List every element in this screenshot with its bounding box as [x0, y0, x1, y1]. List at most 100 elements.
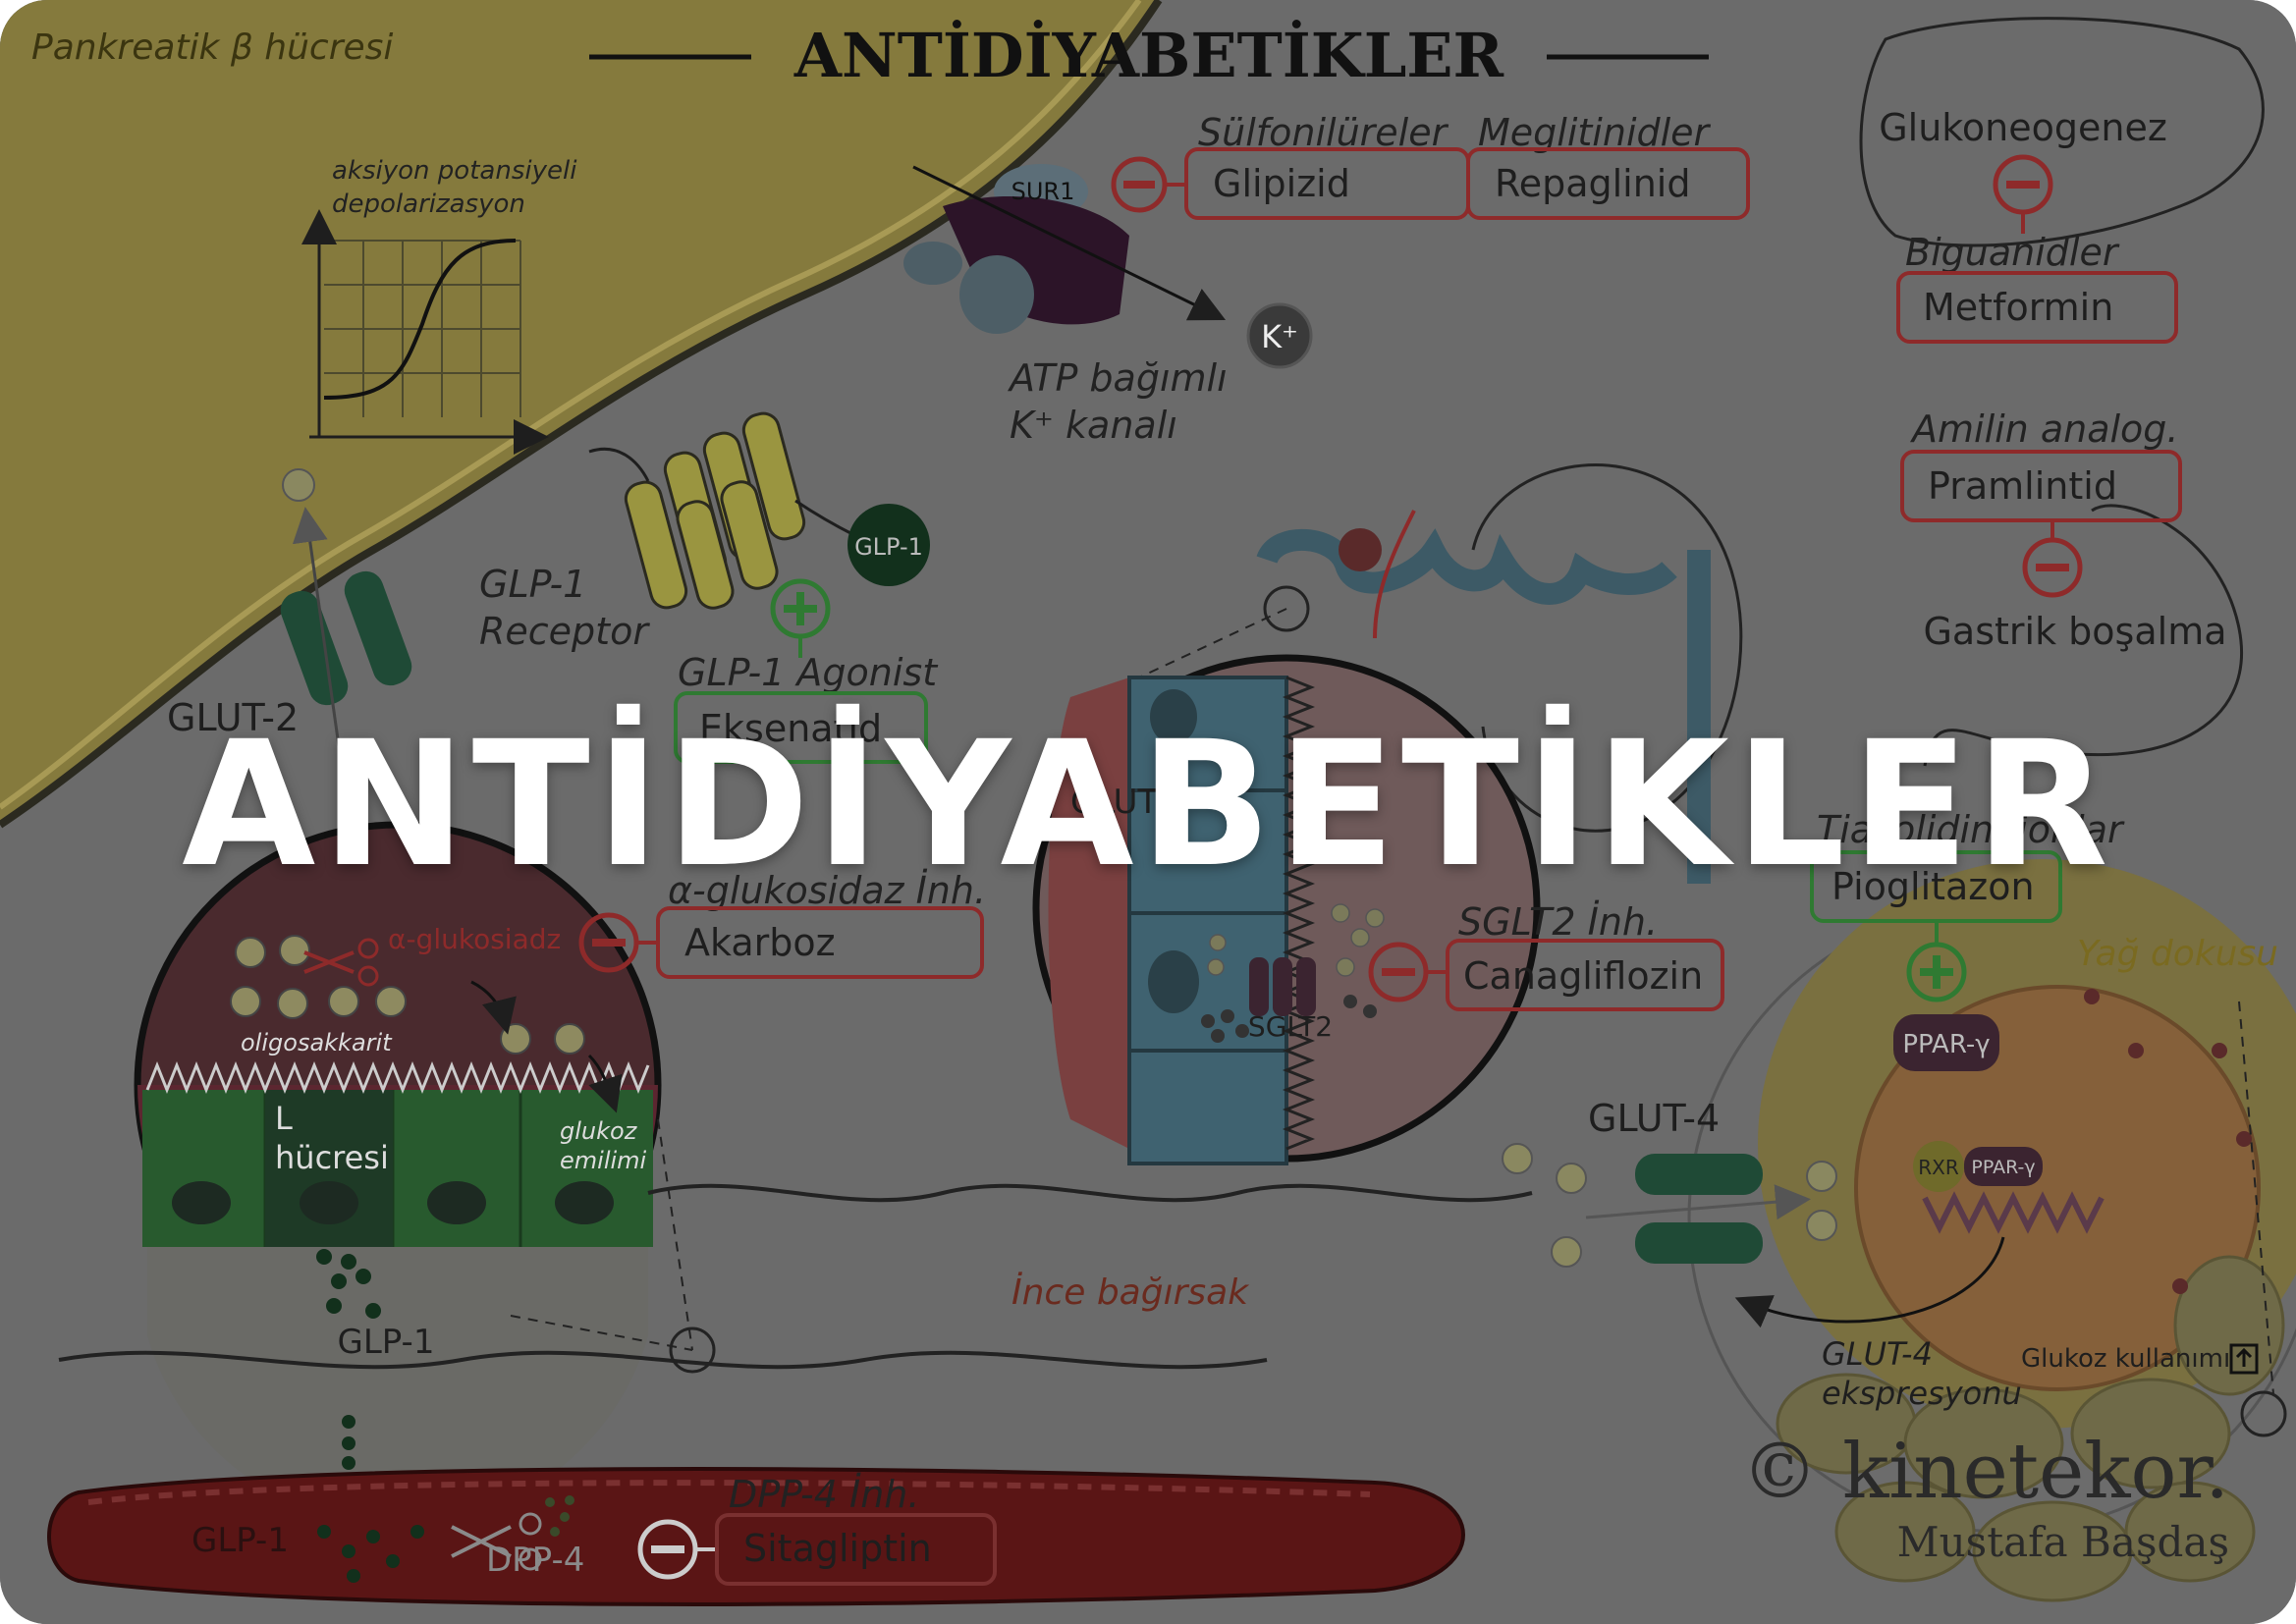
ppar-receptor [1893, 1014, 1999, 1071]
graph-ylabel-2: depolarizasyon [332, 189, 525, 219]
stomach-label: Gastrik boşalma [1923, 610, 2226, 653]
channel-subunit [959, 255, 1034, 334]
katp-label-2: K⁺ kanalı [1010, 404, 1177, 447]
sglt2-label: SGLT2 [1248, 1010, 1333, 1043]
enterocyte-layer [142, 1090, 653, 1247]
ppar-small [1964, 1147, 2043, 1186]
alpha-glucosidase-class: α-glukosidaz İnh. [668, 869, 986, 912]
glp1-receptor: GLP-1 GLP-1 Receptor [479, 411, 930, 653]
graph-grid [324, 240, 521, 417]
glp1-release-label: GLP-1 [338, 1323, 435, 1362]
glut4-subunit-bottom [1635, 1222, 1763, 1264]
l-cell-label-1: L [275, 1100, 293, 1137]
inhibit-icon [2022, 537, 2083, 598]
adipose-label: Yağ dokusu [2077, 934, 2278, 974]
pancreatic-cell-label: Pankreatik β hücresi [31, 27, 393, 68]
stomach-group: Amilin analog. Pramlintid Gastrik boşalm… [1900, 407, 2243, 767]
glomerulus [1339, 528, 1382, 571]
pioglitazon-label: Pioglitazon [1831, 865, 2035, 908]
tzd-group: Tiazolidindionlar Pioglitazon PPAR-γ RXR… [1734, 808, 2259, 1412]
dpp4-class: DPP-4 İnh. [729, 1473, 919, 1516]
sglt2-protein [1249, 957, 1316, 1016]
dna-strand [1922, 1191, 2105, 1234]
rxr [1913, 1141, 1964, 1192]
sulfonylurea-group: Sülfonilüreler Glipizid Meglitinidler Re… [1111, 111, 1750, 220]
katp-channel: SUR1 K⁺ ATP bağımlı K⁺ kanalı [903, 164, 1313, 447]
blood-vessel: GLP-1 DPP-4 DPP-4 İnh. Sitagliptin [47, 1415, 1465, 1606]
rxr-label: RXR [1918, 1156, 1959, 1179]
cell-nuclei [172, 1181, 614, 1224]
glp1-ligand-label: GLP-1 [854, 533, 923, 561]
graph-curve [323, 239, 517, 400]
sglt2-class: SGLT2 İnh. [1458, 900, 1658, 944]
repaglinid-label: Repaglinid [1495, 162, 1690, 205]
k-ion-label: K⁺ [1261, 318, 1298, 355]
glut4-transporter: GLUT-4 [1502, 1097, 1837, 1268]
glp1-agonist-class: GLP-1 Agonist [678, 651, 939, 694]
arrow-up-icon [292, 507, 341, 747]
glp1-ligand [847, 504, 930, 586]
akarboz-label: Akarboz [684, 921, 836, 964]
tzd-class: Tiazolidindionlar [1817, 808, 2125, 851]
glut2-transporter: GLUT-2 [167, 468, 412, 747]
dpp4-enzyme-label: DPP-4 [486, 1541, 584, 1580]
sitagliptin-label: Sitagliptin [743, 1527, 932, 1570]
glp1-receptor-label-2: Receptor [479, 610, 650, 653]
glp1-receptor-label-1: GLP-1 [479, 563, 586, 606]
sglt2-inhibitor-group: SGLT2 İnh. Canagliflozin [1368, 900, 1724, 1011]
liver-label: Glukoneogenez [1879, 106, 2167, 149]
meglitinide-class: Meglitinidler [1478, 111, 1712, 154]
absorption-label-2: emilimi [560, 1147, 647, 1174]
canagliflozin-label: Canagliflozin [1463, 954, 1703, 998]
kidney-blood-side [1048, 677, 1129, 1149]
ppar-label: PPAR-γ [1902, 1030, 1990, 1059]
glp1-vessel-dots [317, 1415, 424, 1583]
sodium-ions [1201, 995, 1377, 1043]
kidney-outline [1471, 463, 1743, 833]
biguanide-class: Biguanidler [1905, 231, 2120, 274]
canagliflozin-box [1446, 939, 1724, 1011]
repaglinid-box [1466, 147, 1750, 220]
glipizid-label: Glipizid [1213, 162, 1350, 205]
arrow-up-icon [2229, 1343, 2259, 1375]
glucose-use-label: Glukoz kullanımı [2021, 1344, 2230, 1374]
glucose-uptake-arrow [1585, 1184, 1811, 1220]
activate-icon [1906, 942, 1967, 1002]
alpha-glucosidase-group: α-glukosidaz İnh. Akarboz [578, 869, 986, 979]
pramlintid-label: Pramlintid [1928, 464, 2117, 508]
oligosaccharide-label: oligosakkarit [241, 1029, 393, 1056]
cell-membrane-inner [0, 0, 1142, 810]
kidney [1256, 463, 1743, 884]
liver: Glukoneogenez Biguanidler Metformin [1859, 17, 2265, 344]
kidney-glut-label: GLUT [1070, 783, 1158, 822]
stomach-outline [1923, 504, 2243, 767]
katp-label-1: ATP bağımlı [1007, 356, 1228, 400]
microvilli [145, 1060, 650, 1095]
watermark-brand: © kinetekor. [1741, 1428, 2229, 1516]
channel-subunit-2 [903, 242, 962, 285]
metformin-box [1896, 271, 2178, 344]
glut2-label: GLUT-2 [167, 696, 299, 739]
pancreatic-cell [0, 0, 1159, 825]
watermark: © kinetekor. Mustafa Başdaş [1741, 1428, 2229, 1566]
sitagliptin-box [715, 1513, 997, 1586]
amylin-class: Amilin analog. [1909, 407, 2179, 451]
graph-ylabel-1: aksiyon potansiyeli [332, 156, 577, 186]
nephron-tubule [1256, 528, 1677, 605]
overlay-title: ANTİDİYABETİKLER [182, 704, 2114, 905]
scissors-icon [451, 1525, 512, 1558]
glp1-secretion-dots [316, 1249, 381, 1319]
nucleus [1854, 985, 2261, 1391]
alpha-glucosidase-enzyme: α-glukosiadz [388, 923, 561, 955]
glut4-label: GLUT-4 [1588, 1097, 1720, 1140]
watermark-author: Mustafa Başdaş [1897, 1518, 2229, 1566]
pramlintid-box [1900, 450, 2182, 522]
glut4-expression-label-1: GLUT-4 [1822, 1335, 1933, 1373]
cell-membrane [0, 0, 1163, 829]
l-cell-label-2: hücresi [275, 1139, 389, 1176]
page-title: ANTİDİYABETİKLER [793, 20, 1504, 91]
ppar-small-label: PPAR-γ [1971, 1157, 2035, 1178]
sulfonylurea-class: Sülfonilüreler [1198, 111, 1449, 154]
